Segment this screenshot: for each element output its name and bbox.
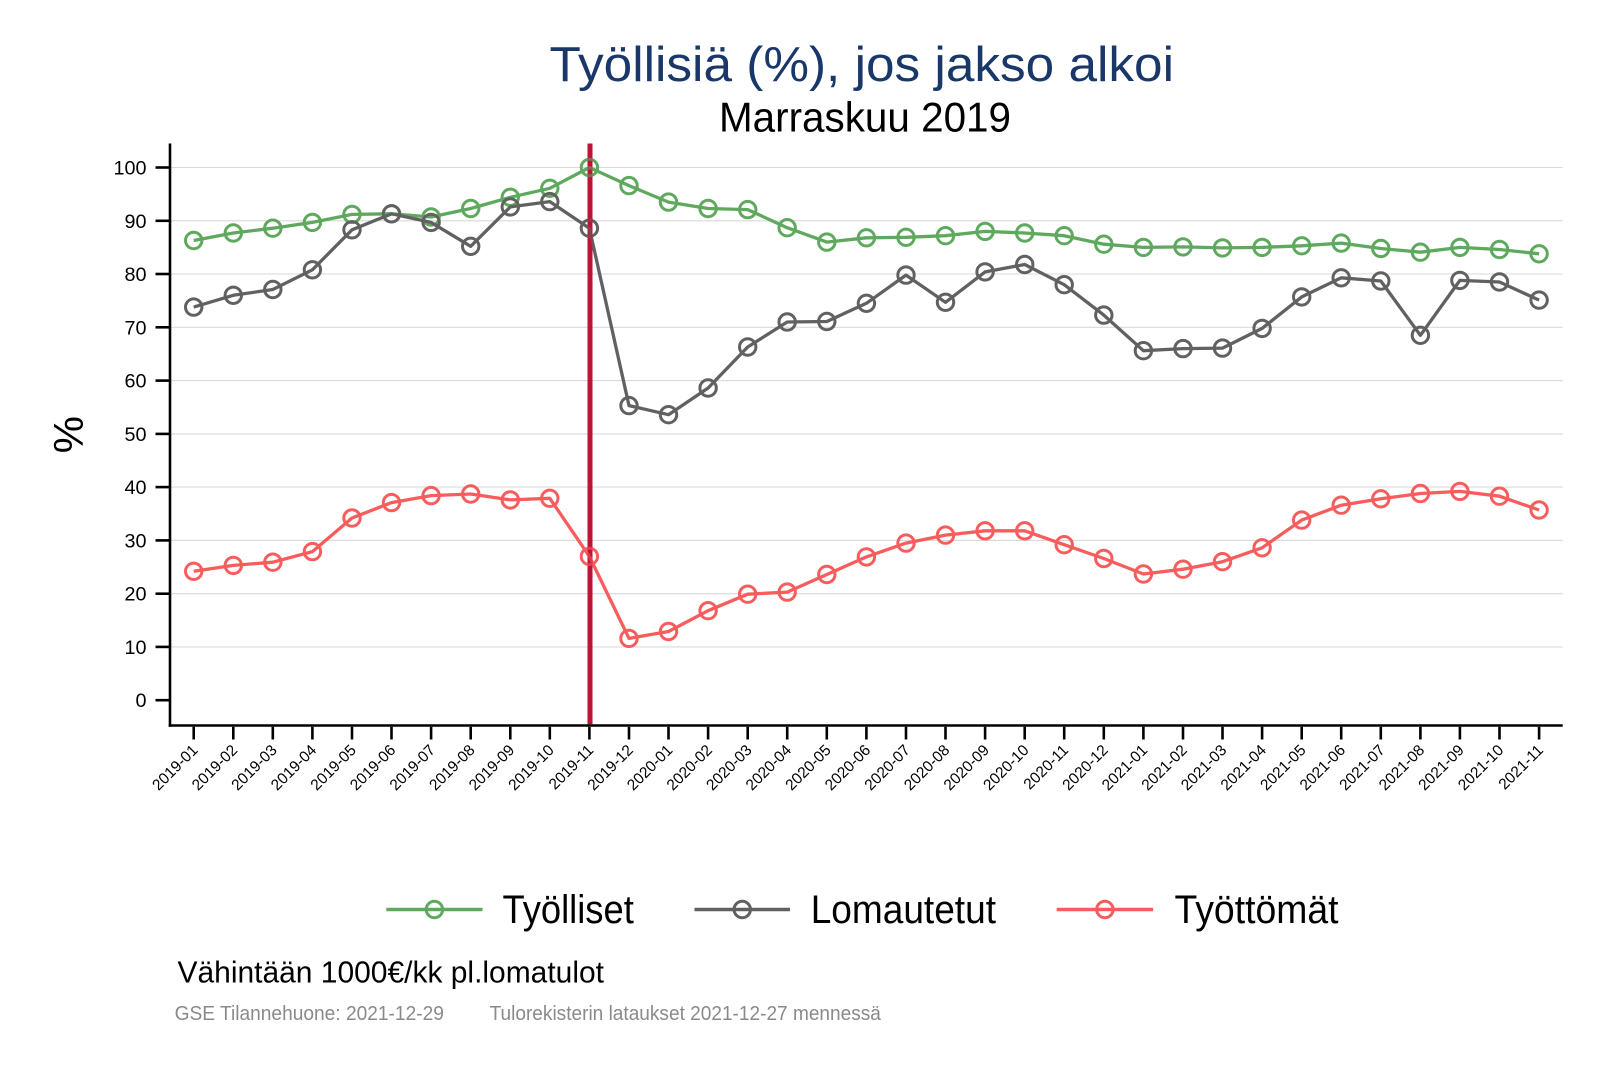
svg-text:60: 60 xyxy=(125,371,147,393)
svg-text:40: 40 xyxy=(125,477,147,499)
svg-text:%: % xyxy=(45,416,92,453)
svg-text:Vähintään 1000€/kk pl.lomatulo: Vähintään 1000€/kk pl.lomatulot xyxy=(178,955,605,989)
svg-text:0: 0 xyxy=(136,690,147,712)
svg-text:30: 30 xyxy=(125,530,147,552)
svg-text:70: 70 xyxy=(125,317,147,339)
svg-text:Lomautetut: Lomautetut xyxy=(811,888,996,932)
svg-text:GSE Tilannehuone: 2021-12-29: GSE Tilannehuone: 2021-12-29 xyxy=(175,1002,444,1025)
svg-text:Tulorekisterin lataukset 2021-: Tulorekisterin lataukset 2021-12-27 menn… xyxy=(490,1002,882,1025)
svg-text:80: 80 xyxy=(125,264,147,286)
svg-text:100: 100 xyxy=(114,158,147,180)
svg-text:90: 90 xyxy=(125,211,147,233)
svg-text:20: 20 xyxy=(125,584,147,606)
svg-text:Työlliset: Työlliset xyxy=(503,888,634,932)
svg-text:Työllisiä (%), jos jakso alkoi: Työllisiä (%), jos jakso alkoi xyxy=(550,38,1175,92)
svg-text:Työttömät: Työttömät xyxy=(1175,888,1339,932)
svg-text:10: 10 xyxy=(125,637,147,659)
svg-text:50: 50 xyxy=(125,424,147,446)
svg-text:Marraskuu 2019: Marraskuu 2019 xyxy=(719,93,1011,140)
